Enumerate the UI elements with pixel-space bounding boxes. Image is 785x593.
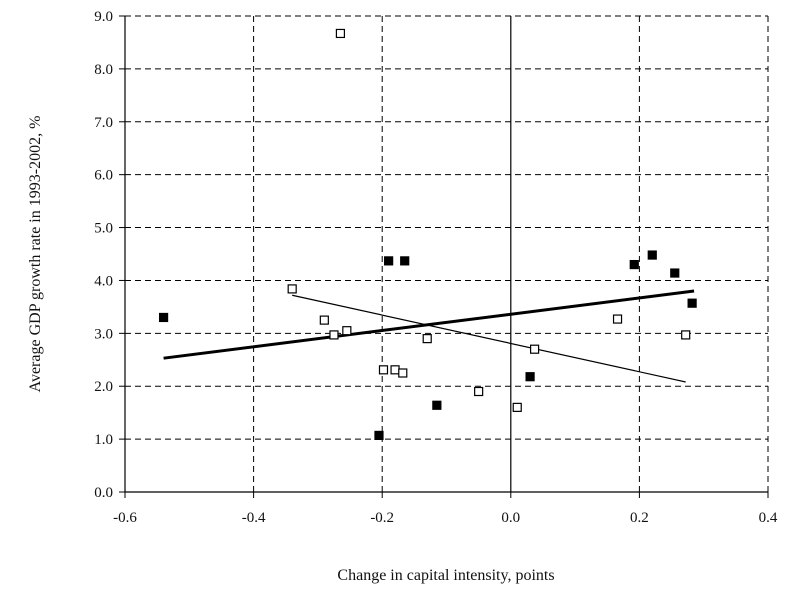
filled-square-point [525,372,535,382]
x-tick-label: -0.6 [113,510,137,526]
x-tick-label: 0.2 [630,510,649,526]
open-square-point [474,386,484,397]
filled-square-point [647,250,657,260]
filled-square-point [384,256,394,266]
open-square-point [287,284,297,294]
open-square-point [398,368,408,378]
open-square-point [390,365,400,375]
y-axis-label: Average GDP growth rate in 1993-2002, % [27,116,44,393]
filled-square-point [400,256,410,266]
open-square-point [681,330,691,340]
open-square-point [319,315,329,325]
trendline-series-2 [292,294,686,383]
open-square-point [422,334,432,344]
open-square-point [512,402,522,412]
x-tick-labels: -0.6 -0.4 -0.2 0.0 0.2 0.4 [113,510,778,526]
data-points [158,28,697,441]
open-square-point [329,330,339,340]
filled-square-point [670,268,680,278]
plot-area [125,16,768,492]
trendline-series-1 [163,289,695,360]
y-tick-labels: 0.0 1.0 2.0 3.0 4.0 5.0 6.0 7.0 8.0 9.0 [94,9,113,501]
x-tick-label: 0.4 [759,510,778,526]
y-tick-label: 8.0 [94,62,113,78]
axes [119,15,769,498]
y-tick-label: 2.0 [94,379,113,395]
filled-square-point [374,430,384,441]
y-tick-label: 5.0 [94,221,113,237]
y-tick-label: 6.0 [94,168,113,184]
open-square-point [529,344,540,354]
grid-lines [125,15,768,492]
filled-square-point [629,259,639,270]
y-tick-label: 7.0 [94,115,113,131]
y-tick-label: 1.0 [94,432,113,448]
open-square-point [342,326,352,336]
y-tick-label: 9.0 [94,9,113,25]
y-tick-label: 3.0 [94,326,113,342]
y-tick-label: 0.0 [94,485,113,501]
x-tick-label: -0.4 [242,510,266,526]
trendlines [163,289,695,383]
open-square-point [378,365,389,375]
open-square-point [612,314,623,324]
x-tick-label: -0.2 [370,510,394,526]
filled-square-point [158,312,169,323]
y-tick-label: 4.0 [94,273,113,289]
filled-square-point [432,400,442,410]
open-square-point [335,28,346,39]
filled-square-point [687,298,697,308]
x-axis-label: Change in capital intensity, points [337,567,554,584]
x-tick-label: 0.0 [501,510,520,526]
